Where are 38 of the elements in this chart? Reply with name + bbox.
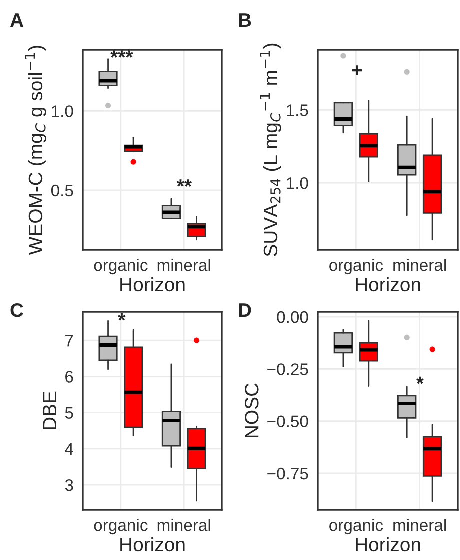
y-axis-title: NOSC (245, 384, 259, 438)
y-tick-label: −0.50 (268, 416, 308, 428)
y-tick-label: 4 (65, 444, 74, 455)
annotation: * (416, 376, 424, 384)
x-tick-label: mineral (394, 259, 446, 272)
x-axis-title: Horizon (120, 537, 185, 552)
y-tick-label: 1.0 (52, 106, 74, 118)
annotation: * (118, 314, 126, 321)
chart-title: A (10, 14, 24, 28)
x-tick-label: mineral (394, 519, 446, 532)
y-tick-label: 1.5 (287, 104, 308, 116)
y-tick-label: −0.25 (268, 364, 308, 376)
x-tick-label: mineral (158, 259, 210, 272)
y-tick-label: 3 (65, 479, 74, 492)
x-axis-title: Horizon (356, 537, 420, 552)
y-tick-label: 1.0 (287, 177, 308, 190)
annotation: *** (110, 50, 134, 58)
y-axis-title: DBE (43, 392, 57, 430)
x-tick-label: organic (94, 519, 148, 535)
y-tick-label: −0.75 (268, 468, 308, 480)
y-tick-label: 6 (66, 371, 74, 383)
x-axis-title: Horizon (120, 277, 185, 292)
chart-title: B (239, 14, 252, 28)
y-tick-label: 7 (66, 335, 74, 347)
x-tick-label: mineral (158, 519, 210, 532)
chart-title: D (239, 304, 252, 318)
annotation: ** (176, 180, 192, 187)
y-axis-title: SUVA$_{254}$ (L mg$_{C}$$^{−1}$ m$^{−1}$) (260, 44, 282, 256)
y-axis-title: WEOM-C (mg$_{C}$ g soil$^{−1}$) (25, 46, 46, 256)
x-axis-title: Horizon (356, 277, 420, 292)
y-tick-label: 0.5 (51, 184, 74, 197)
annotation: + (352, 66, 362, 76)
y-tick-label: 0.00 (277, 311, 308, 324)
y-tick-label: 5 (65, 407, 74, 420)
x-tick-label: organic (94, 259, 148, 275)
x-tick-label: organic (330, 259, 384, 275)
chart-title: C (10, 303, 24, 318)
x-tick-label: organic (330, 519, 384, 535)
